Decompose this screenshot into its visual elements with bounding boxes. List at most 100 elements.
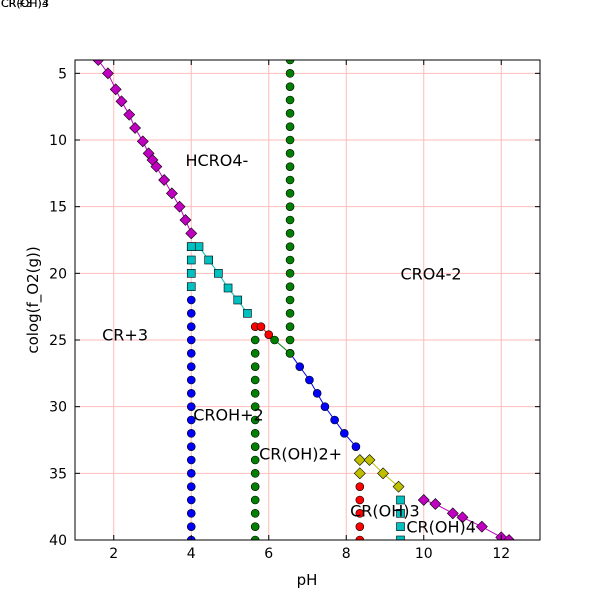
data-point — [129, 122, 141, 134]
data-point — [250, 442, 260, 451]
data-point — [186, 375, 196, 385]
data-point — [186, 255, 196, 265]
region-label: CR+3 — [102, 326, 148, 345]
data-point — [353, 467, 366, 480]
y-axis-label: colog(f_O2(g)) — [24, 246, 43, 353]
data-point — [285, 135, 295, 145]
data-point — [186, 442, 196, 451]
data-point — [194, 242, 204, 251]
data-point — [250, 509, 260, 518]
data-point — [285, 162, 295, 171]
data-point — [233, 295, 243, 305]
data-point — [312, 389, 322, 398]
region-label: CRO4-2 — [401, 264, 462, 283]
data-point — [136, 135, 149, 148]
data-point — [429, 498, 442, 510]
data-point — [285, 215, 295, 225]
series-3 — [186, 242, 196, 291]
data-point — [243, 309, 252, 318]
series-12 — [353, 454, 405, 493]
data-point — [355, 482, 365, 491]
data-point — [285, 242, 295, 251]
x-tick-label: 4 — [187, 546, 196, 562]
x-tick-label: 10 — [415, 546, 433, 562]
data-point — [396, 522, 405, 531]
data-point — [256, 322, 266, 331]
data-point — [446, 507, 459, 520]
overlapping-title-labels: CR(OH)3CR(OH)4CR+3 — [1, 0, 49, 10]
data-point — [340, 429, 349, 438]
data-point — [285, 335, 295, 345]
data-point — [150, 160, 163, 173]
data-point — [92, 60, 105, 66]
series-0 — [92, 60, 198, 240]
data-point — [264, 330, 274, 339]
data-point — [377, 467, 389, 480]
data-point — [270, 335, 279, 345]
data-point — [115, 95, 128, 108]
data-point — [285, 322, 295, 331]
data-point — [186, 482, 196, 491]
plot-area — [92, 60, 515, 540]
y-tick-label: 40 — [49, 533, 67, 549]
data-point — [186, 269, 196, 278]
data-point — [330, 415, 339, 425]
region-label: CR(OH)2+ — [259, 444, 342, 463]
data-point — [204, 255, 213, 265]
data-point — [285, 282, 295, 291]
data-point — [285, 295, 295, 305]
data-point — [250, 402, 260, 411]
data-point — [353, 454, 366, 466]
x-tick-label: 8 — [342, 546, 351, 562]
data-point — [250, 335, 260, 345]
region-labels: HCRO4- CRO4-2 CR+3 CROH+2 CR(OH)2+ CR(OH)3CR(… — [102, 151, 476, 537]
x-tick-label: 6 — [264, 546, 273, 562]
data-point — [186, 509, 196, 518]
data-point — [396, 495, 405, 505]
data-point — [285, 149, 295, 158]
overlapping-title-label: CR(OH)3 — [1, 0, 49, 10]
data-point — [355, 509, 365, 518]
data-point — [186, 322, 196, 331]
data-point — [250, 495, 260, 505]
data-point — [285, 60, 295, 65]
data-point — [285, 229, 295, 238]
data-point — [396, 535, 405, 540]
data-point — [173, 200, 186, 213]
data-point — [186, 335, 196, 345]
data-point — [285, 309, 295, 318]
data-point — [417, 494, 430, 506]
data-point — [250, 362, 260, 371]
data-point — [250, 455, 260, 465]
data-point — [250, 415, 260, 425]
data-point — [285, 109, 295, 118]
data-point — [186, 495, 196, 505]
data-point — [285, 189, 295, 198]
data-point — [305, 375, 314, 385]
data-point — [250, 482, 260, 491]
plot-frame — [74, 59, 541, 541]
data-point — [363, 454, 376, 466]
region-label: HCRO4- — [185, 151, 248, 170]
series-6 — [285, 349, 361, 451]
data-point — [456, 511, 469, 524]
data-point — [186, 455, 196, 465]
data-point — [179, 214, 192, 226]
data-point — [355, 495, 365, 505]
data-point — [223, 283, 233, 293]
series-5 — [186, 295, 196, 540]
data-point — [250, 429, 260, 438]
x-axis-label: pH — [297, 571, 318, 589]
data-point — [250, 535, 260, 540]
data-point — [186, 362, 196, 371]
data-point — [285, 82, 295, 91]
axis-ticks: 2 4 6 8 10 12 5 10 15 20 25 30 35 40 — [49, 60, 540, 562]
series-2 — [186, 242, 252, 318]
y-tick-label: 30 — [49, 400, 67, 416]
data-point — [186, 282, 196, 291]
data-point — [123, 108, 136, 121]
data-point — [320, 402, 330, 411]
series-layer — [92, 60, 515, 540]
data-point — [186, 469, 196, 478]
region-label: CR(OH)3 — [350, 502, 420, 521]
